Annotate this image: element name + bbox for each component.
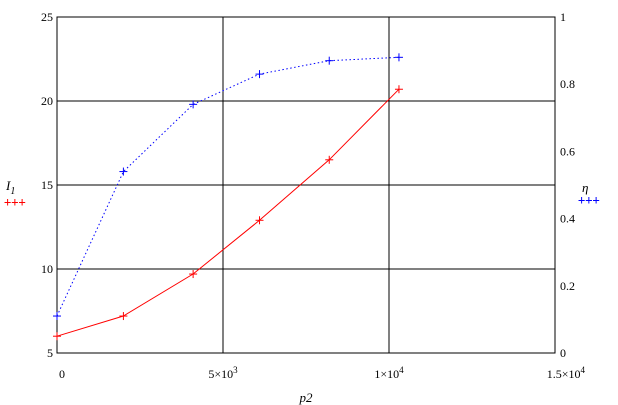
x-tick-label: 5×103 [208, 365, 238, 381]
y-left-tick-label: 5 [47, 346, 53, 360]
series-line-1 [56, 88, 400, 337]
series-line-2 [56, 56, 400, 317]
data-point [255, 70, 264, 79]
y-left-tick-label: 10 [41, 262, 53, 276]
data-point [189, 100, 198, 109]
y-right-tick-label: 0.4 [560, 212, 575, 226]
data-point [53, 312, 61, 321]
data-point [255, 216, 264, 225]
y-left-legend-marker: +++ [4, 195, 26, 209]
x-tick-label: 1×104 [374, 365, 404, 381]
data-point [325, 56, 334, 65]
y-right-axis-title: η [582, 180, 588, 195]
y-right-tick-label: 0.2 [560, 279, 575, 293]
plot-frame [56, 16, 556, 354]
y-left-axis-title: I1 [5, 178, 15, 197]
data-point [119, 167, 128, 176]
y-right-tick-label: 1 [560, 10, 566, 24]
x-tick-label: 0 [59, 367, 65, 381]
data-point [189, 270, 198, 279]
y-left-tick-labels: 5 10 15 20 25 [41, 10, 53, 360]
y-right-legend-marker: +++ [578, 193, 600, 207]
y-right-tick-label: 0.8 [560, 77, 575, 91]
data-point [53, 332, 61, 341]
y-right-tick-labels: 0 0.2 0.4 0.6 0.8 1 [560, 10, 575, 360]
x-tick-label: 1.5×104 [547, 365, 586, 381]
data-point [119, 312, 128, 321]
data-point [325, 155, 334, 164]
y-left-tick-label: 20 [41, 94, 53, 108]
x-axis-title: p2 [299, 390, 314, 405]
y-right-tick-label: 0.6 [560, 144, 575, 158]
y-right-tick-label: 0 [560, 346, 566, 360]
series-group [53, 53, 403, 341]
y-left-tick-label: 25 [41, 10, 53, 24]
grid [57, 17, 555, 353]
x-tick-labels: 0 5×103 1×104 1.5×104 [59, 365, 586, 381]
data-point [394, 53, 403, 62]
data-point [394, 85, 403, 94]
y-left-tick-label: 15 [41, 178, 53, 192]
